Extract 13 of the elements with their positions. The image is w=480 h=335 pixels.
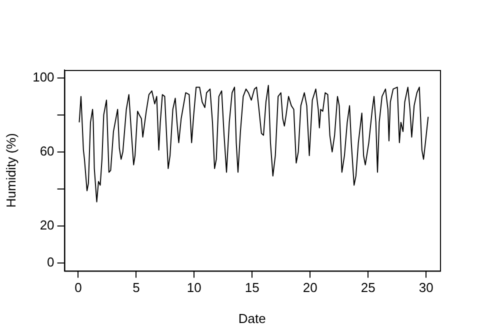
x-tick-label: 30 bbox=[418, 280, 434, 296]
x-tick-label: 15 bbox=[244, 280, 260, 296]
y-tick-label: 0 bbox=[47, 254, 54, 270]
y-tick-label: 20 bbox=[40, 217, 54, 232]
x-tick-label: 20 bbox=[302, 280, 318, 296]
y-tick-label: 60 bbox=[40, 143, 54, 158]
x-tick-label: 10 bbox=[186, 280, 202, 296]
y-tick-label: 100 bbox=[32, 70, 54, 85]
x-tick-label: 5 bbox=[132, 280, 140, 296]
y-axis-title: Humidity (%) bbox=[3, 133, 18, 208]
x-axis-title: Date bbox=[238, 310, 266, 326]
x-tick-label: 25 bbox=[360, 280, 376, 296]
x-tick-label: 0 bbox=[74, 280, 82, 296]
